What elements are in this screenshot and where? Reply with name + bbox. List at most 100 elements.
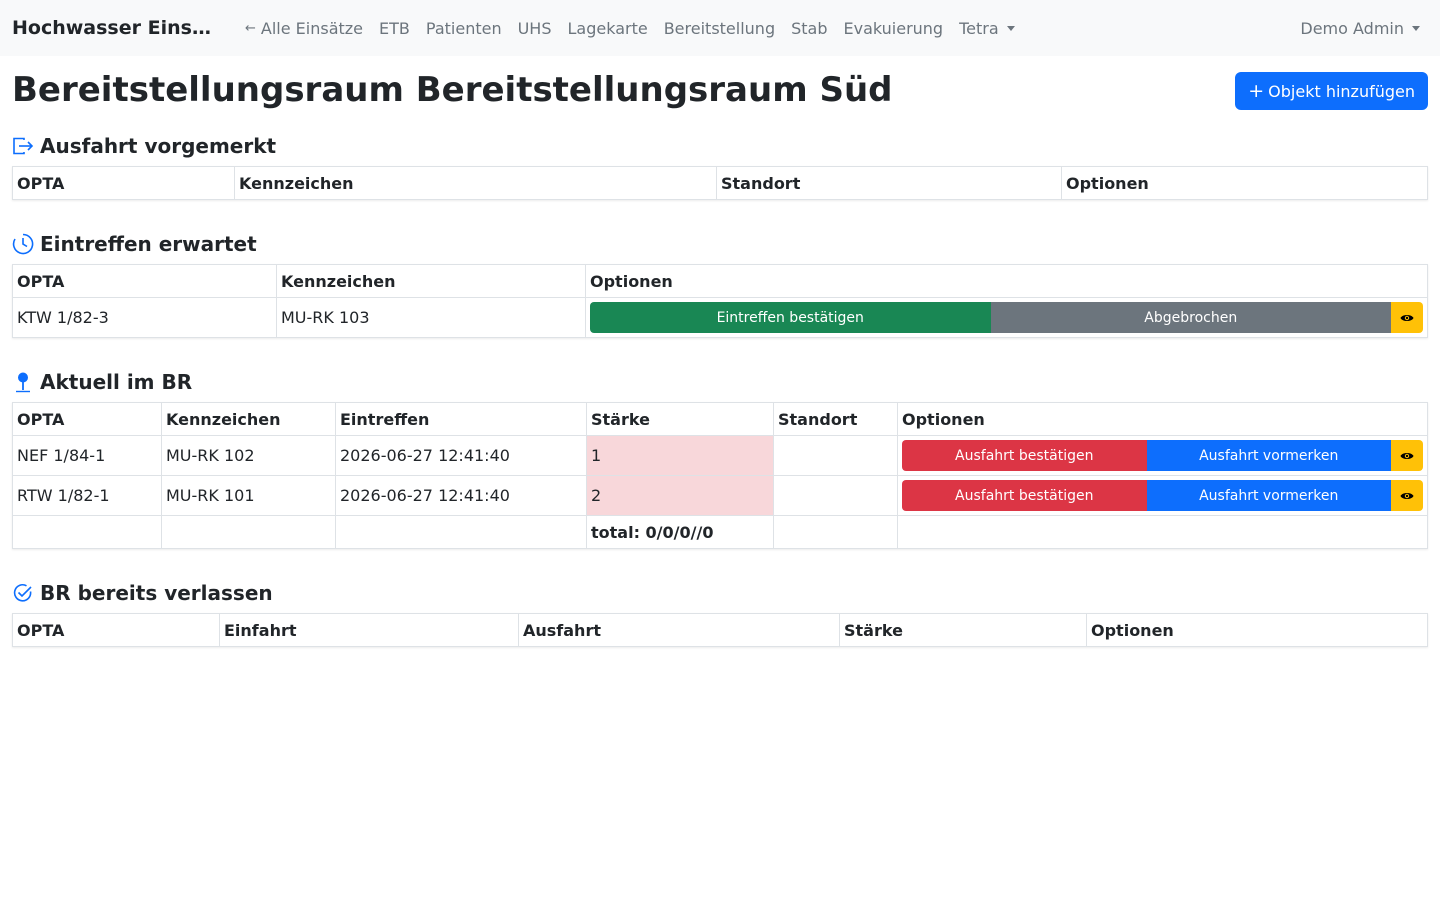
opta-cell: NEF 1/84-1: [12, 435, 162, 476]
nav-tetra-label: Tetra: [959, 18, 999, 38]
plus-icon: +: [1248, 79, 1265, 102]
column-header: Optionen: [897, 402, 1428, 436]
section-title: Ausfahrt vorgemerkt: [40, 134, 277, 158]
section-head: Eintreffen erwartet: [12, 230, 1428, 258]
location-cell: [773, 435, 898, 476]
options-cell: Eintreffen bestätigen Abgebrochen: [585, 297, 1428, 338]
view-button[interactable]: [1391, 480, 1423, 511]
column-header: Ausfahrt: [518, 613, 840, 647]
column-header: Kennzeichen: [276, 264, 586, 298]
section-head: Aktuell im BR: [12, 368, 1428, 396]
eye-icon: [1400, 492, 1414, 499]
pin-icon: [12, 371, 34, 393]
section-title: BR bereits verlassen: [40, 581, 273, 605]
column-header: Stärke: [586, 402, 774, 436]
schedule-departure-button[interactable]: Ausfahrt vormerken: [1146, 480, 1391, 511]
column-header: Einfahrt: [219, 613, 519, 647]
column-header: Standort: [716, 166, 1062, 200]
column-header: OPTA: [12, 264, 277, 298]
back-arrow-icon: ←: [245, 20, 256, 36]
nav-evacuation[interactable]: Evakuierung: [843, 18, 944, 38]
nav-all-incidents-label: Alle Einsätze: [260, 18, 364, 38]
arrival-cell: 2026-06-27 12:41:40: [335, 435, 587, 476]
expected-table: OPTA Kennzeichen Optionen KTW 1/82-3 MU-…: [12, 264, 1428, 338]
nav-all-incidents[interactable]: ← Alle Einsätze: [237, 19, 371, 38]
add-object-button[interactable]: + Objekt hinzufügen: [1235, 72, 1428, 110]
chevron-down-icon: [1412, 25, 1420, 31]
brand-link[interactable]: Hochwasser Einsat...: [12, 17, 217, 39]
page-header: Bereitstellungsraum Bereitstellungsraum …: [0, 56, 1440, 132]
nav-items: ← Alle Einsätze ETB Patienten UHS Lageka…: [237, 19, 1023, 38]
confirm-departure-button[interactable]: Ausfahrt bestätigen: [902, 480, 1147, 511]
empty-cell: [161, 515, 336, 549]
section-title: Eintreffen erwartet: [40, 232, 257, 256]
column-header: Kennzeichen: [234, 166, 717, 200]
section-expected-arrival: Eintreffen erwartet OPTA Kennzeichen Opt…: [12, 230, 1428, 338]
column-header: Optionen: [1061, 166, 1428, 200]
empty-cell: [897, 515, 1428, 549]
nav-tetra-dropdown[interactable]: Tetra: [951, 19, 1023, 38]
options-cell: Ausfahrt bestätigen Ausfahrt vormerken: [897, 475, 1428, 516]
add-object-label: Objekt hinzufügen: [1268, 81, 1415, 101]
page-title: Bereitstellungsraum Bereitstellungsraum …: [12, 70, 893, 110]
exit-icon: [12, 135, 34, 157]
plate-cell: MU-RK 101: [161, 475, 336, 516]
nav-staging[interactable]: Bereitstellung: [663, 18, 776, 38]
table-row: KTW 1/82-3 MU-RK 103 Eintreffen bestätig…: [12, 297, 1428, 338]
scheduled-table: OPTA Kennzeichen Standort Optionen: [12, 166, 1428, 200]
column-header: Standort: [773, 402, 898, 436]
chevron-down-icon: [1006, 25, 1015, 31]
plate-cell: MU-RK 103: [276, 297, 586, 338]
nav-patients[interactable]: Patienten: [425, 18, 502, 38]
check-circle-icon: [12, 582, 34, 604]
confirm-arrival-button[interactable]: Eintreffen bestätigen: [590, 302, 991, 333]
column-header: Optionen: [585, 264, 1428, 298]
nav-map[interactable]: Lagekarte: [567, 18, 648, 38]
section-scheduled-departure: Ausfahrt vorgemerkt OPTA Kennzeichen Sta…: [12, 132, 1428, 200]
options-cell: Ausfahrt bestätigen Ausfahrt vormerken: [897, 435, 1428, 476]
strength-cell: 2: [586, 475, 774, 516]
arrival-cell: 2026-06-27 12:41:40: [335, 475, 587, 516]
button-group: Ausfahrt bestätigen Ausfahrt vormerken: [902, 440, 1423, 471]
user-name: Demo Admin: [1300, 18, 1404, 38]
cancel-button[interactable]: Abgebrochen: [990, 302, 1391, 333]
current-table: OPTA Kennzeichen Eintreffen Stärke Stand…: [12, 402, 1428, 549]
view-button[interactable]: [1391, 440, 1423, 471]
nav-staff[interactable]: Stab: [791, 18, 828, 38]
confirm-departure-button[interactable]: Ausfahrt bestätigen: [902, 440, 1147, 471]
section-title: Aktuell im BR: [40, 370, 193, 394]
column-header: Kennzeichen: [161, 402, 336, 436]
column-header: OPTA: [12, 613, 220, 647]
total-row: total: 0/0/0//0: [12, 515, 1428, 549]
plate-cell: MU-RK 102: [161, 435, 336, 476]
button-group: Eintreffen bestätigen Abgebrochen: [590, 302, 1423, 333]
empty-cell: [12, 515, 162, 549]
schedule-departure-button[interactable]: Ausfahrt vormerken: [1146, 440, 1391, 471]
nav-etb[interactable]: ETB: [379, 18, 410, 38]
column-header: Eintreffen: [335, 402, 587, 436]
table-row: NEF 1/84-1 MU-RK 102 2026-06-27 12:41:40…: [12, 435, 1428, 476]
opta-cell: RTW 1/82-1: [12, 475, 162, 516]
column-header: Stärke: [839, 613, 1087, 647]
section-head: Ausfahrt vorgemerkt: [12, 132, 1428, 160]
navbar: Hochwasser Einsat... ← Alle Einsätze ETB…: [0, 0, 1440, 56]
eye-icon: [1400, 314, 1414, 321]
strength-cell: 1: [586, 435, 774, 476]
empty-cell: [335, 515, 587, 549]
opta-cell: KTW 1/82-3: [12, 297, 277, 338]
table-row: RTW 1/82-1 MU-RK 101 2026-06-27 12:41:40…: [12, 475, 1428, 516]
view-button[interactable]: [1391, 302, 1423, 333]
empty-cell: [773, 515, 898, 549]
column-header: OPTA: [12, 166, 235, 200]
section-currently-present: Aktuell im BR OPTA Kennzeichen Eintreffe…: [12, 368, 1428, 549]
section-already-left: BR bereits verlassen OPTA Einfahrt Ausfa…: [12, 579, 1428, 647]
user-menu-dropdown[interactable]: Demo Admin: [1300, 0, 1420, 56]
eye-icon: [1400, 452, 1414, 459]
location-cell: [773, 475, 898, 516]
column-header: OPTA: [12, 402, 162, 436]
column-header: Optionen: [1086, 613, 1428, 647]
left-table: OPTA Einfahrt Ausfahrt Stärke Optionen: [12, 613, 1428, 647]
nav-uhs[interactable]: UHS: [517, 18, 552, 38]
section-head: BR bereits verlassen: [12, 579, 1428, 607]
clock-icon: [12, 233, 34, 255]
